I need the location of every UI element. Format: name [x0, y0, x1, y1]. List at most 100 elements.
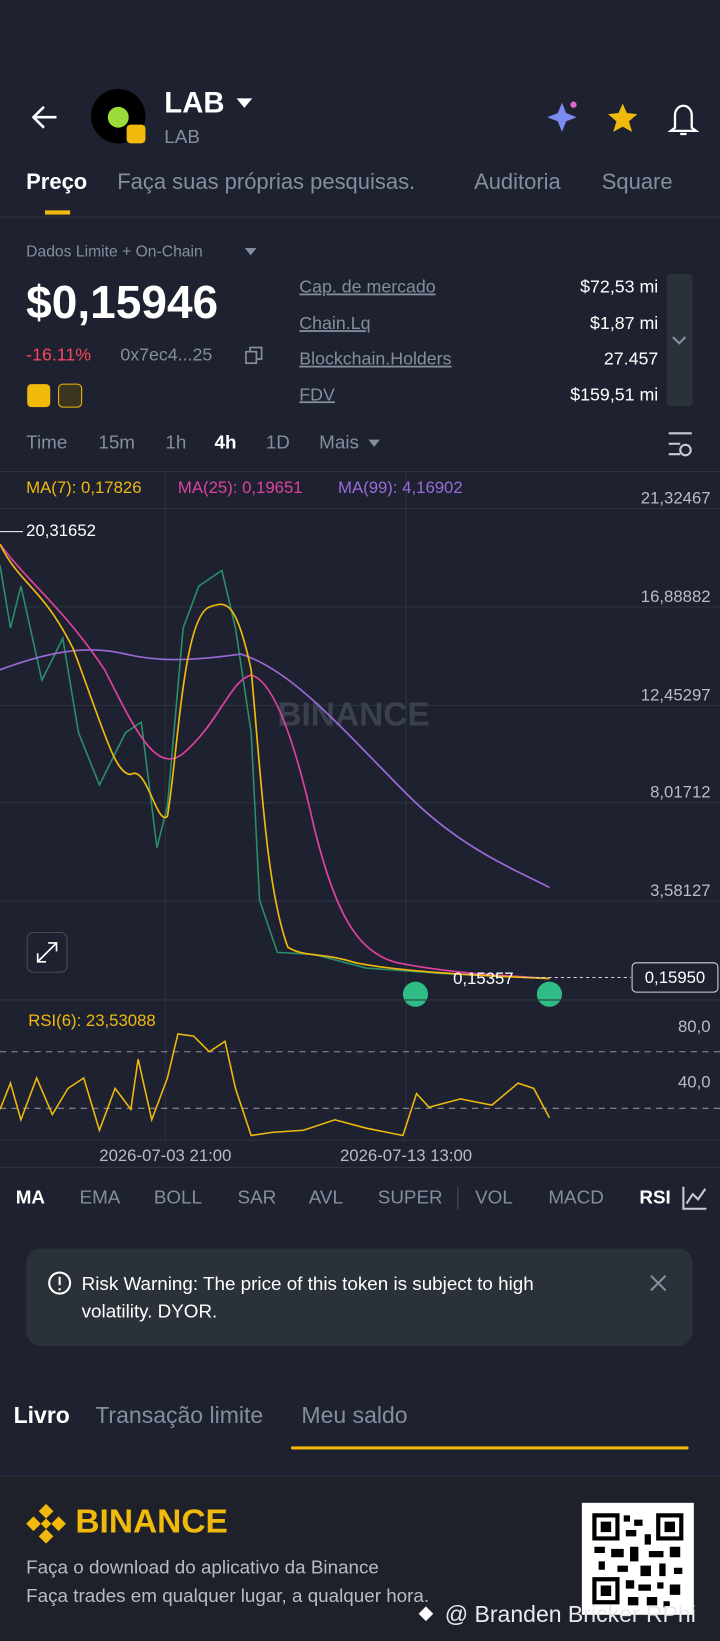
- rsi-axis-label: 40,0: [678, 1073, 711, 1092]
- stat-value: $1,87 mi: [590, 313, 658, 333]
- stat-value: $72,53 mi: [580, 277, 658, 297]
- indicator[interactable]: SAR: [238, 1186, 277, 1207]
- price-line: [0, 565, 550, 980]
- indicator[interactable]: SUPER: [378, 1186, 443, 1207]
- price-axis-label: 21,32467: [641, 489, 711, 508]
- footer-text: Faça trades em qualquer lugar, a qualque…: [26, 1585, 429, 1606]
- interval[interactable]: Time: [26, 432, 67, 453]
- date-label: 2026-07-13 13:00: [340, 1146, 472, 1165]
- interval[interactable]: 15m: [98, 432, 135, 453]
- divider: [0, 1139, 720, 1141]
- watermark: BINANCE: [277, 697, 429, 734]
- bottom-tab[interactable]: Livro: [14, 1402, 70, 1428]
- tab-indicator: [45, 210, 71, 215]
- indicator[interactable]: RSI: [639, 1186, 670, 1207]
- stat-label[interactable]: Chain.Lq: [299, 313, 370, 333]
- ma-legend: MA(25): 0,19651: [178, 478, 303, 497]
- token-title[interactable]: LAB: [164, 86, 224, 119]
- ma99-line: [0, 649, 550, 889]
- indicator[interactable]: VOL: [475, 1186, 513, 1207]
- token-subtitle: LAB: [164, 126, 200, 147]
- ma-legend: MA(99): 4,16902: [338, 478, 463, 497]
- fullscreen-button[interactable]: [26, 931, 68, 973]
- interval[interactable]: 4h: [215, 432, 237, 453]
- warning-box: [26, 1248, 693, 1346]
- interval[interactable]: 1D: [266, 432, 290, 453]
- price: $0,15946: [26, 276, 218, 328]
- divider: [0, 1166, 720, 1168]
- dropdown-icon[interactable]: [236, 98, 253, 108]
- event-marker[interactable]: [536, 981, 562, 1007]
- bottom-tab[interactable]: Meu saldo: [301, 1402, 407, 1428]
- indicator-settings-button[interactable]: [669, 1180, 720, 1217]
- price-axis-label: 16,88882: [641, 587, 711, 606]
- tab[interactable]: Square: [602, 169, 673, 194]
- low-label: 0,15357: [453, 969, 513, 988]
- ai-button[interactable]: [547, 101, 577, 132]
- ma7-line: [0, 543, 550, 980]
- dropdown-icon[interactable]: [244, 248, 257, 256]
- tab[interactable]: Faça suas próprias pesquisas.: [117, 169, 415, 194]
- contract-address: 0x7ec4...25: [120, 345, 212, 365]
- dropdown-icon[interactable]: [368, 439, 380, 447]
- warning-text: Risk Warning: The price of this token is…: [82, 1273, 534, 1294]
- credit: @ Branden Bricker RPhi: [445, 1601, 696, 1627]
- footer-text: Faça o download do aplicativo da Binance: [26, 1557, 379, 1578]
- interval[interactable]: Mais: [319, 432, 359, 453]
- separator: [457, 1186, 459, 1210]
- interval[interactable]: 1h: [165, 432, 186, 453]
- indicator[interactable]: EMA: [80, 1186, 121, 1207]
- tab[interactable]: Preço: [26, 169, 87, 194]
- ma25-line: [0, 543, 550, 980]
- rsi-axis-label: 80,0: [678, 1017, 711, 1036]
- stat-label[interactable]: Cap. de mercado: [299, 277, 436, 297]
- chain-icon: [58, 383, 83, 408]
- back-button[interactable]: [31, 105, 57, 129]
- stat-value: 27.457: [604, 349, 658, 369]
- chart-settings-button[interactable]: [668, 432, 692, 457]
- tab-indicator: [290, 1446, 689, 1450]
- last-price-label: 0,15950: [645, 968, 705, 987]
- divider: [0, 470, 720, 473]
- indicator[interactable]: MACD: [548, 1186, 603, 1207]
- chain-icon: [27, 384, 51, 408]
- price-axis-label: 8,01712: [650, 783, 711, 802]
- rsi-legend: RSI(6): 23,53088: [28, 1011, 155, 1030]
- divider: [0, 216, 720, 218]
- token-logo: [91, 88, 146, 144]
- stat-label[interactable]: FDV: [299, 384, 335, 404]
- ma-legend: MA(7): 0,17826: [26, 478, 141, 497]
- rsi-level-lines: [0, 1051, 720, 1109]
- data-source[interactable]: Dados Limite + On-Chain: [26, 243, 203, 260]
- bell-button[interactable]: [667, 104, 700, 136]
- high-label: 20,31652: [26, 521, 96, 540]
- event-marker[interactable]: [402, 981, 429, 1007]
- price-axis-label: 12,45297: [641, 685, 711, 704]
- close-button[interactable]: [650, 1274, 667, 1292]
- bottom-tab[interactable]: Transação limite: [95, 1402, 263, 1428]
- indicator[interactable]: BOLL: [154, 1186, 202, 1207]
- date-label: 2026-07-03 21:00: [99, 1146, 231, 1165]
- credit-icon: [418, 1606, 434, 1622]
- divider: [0, 999, 720, 1001]
- favorite-button[interactable]: [608, 103, 638, 132]
- copy-button[interactable]: [245, 346, 263, 365]
- footer-brand: BINANCE: [75, 1504, 227, 1541]
- qr-code: [581, 1502, 694, 1615]
- expand-stats-button[interactable]: [666, 274, 693, 407]
- grid: [0, 472, 720, 1140]
- last-price-box: [631, 962, 719, 993]
- rsi-line: [0, 1033, 551, 1137]
- tab[interactable]: Auditoria: [474, 169, 561, 194]
- stats: Cap. de mercado $72,53 mi Chain.Lq $1,87…: [299, 277, 658, 405]
- price-axis-label: 3,58127: [650, 881, 711, 900]
- indicator[interactable]: MA: [16, 1186, 46, 1207]
- divider: [0, 1475, 720, 1477]
- price-change: -16.11%: [26, 345, 91, 365]
- indicator[interactable]: AVL: [309, 1186, 343, 1207]
- stat-label[interactable]: Blockchain.Holders: [299, 349, 451, 369]
- stat-value: $159,51 mi: [570, 384, 658, 404]
